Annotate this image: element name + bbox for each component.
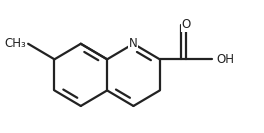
Text: OH: OH [216, 53, 234, 66]
Text: N: N [129, 37, 138, 50]
Text: CH₃: CH₃ [4, 37, 26, 50]
Text: O: O [181, 18, 191, 31]
